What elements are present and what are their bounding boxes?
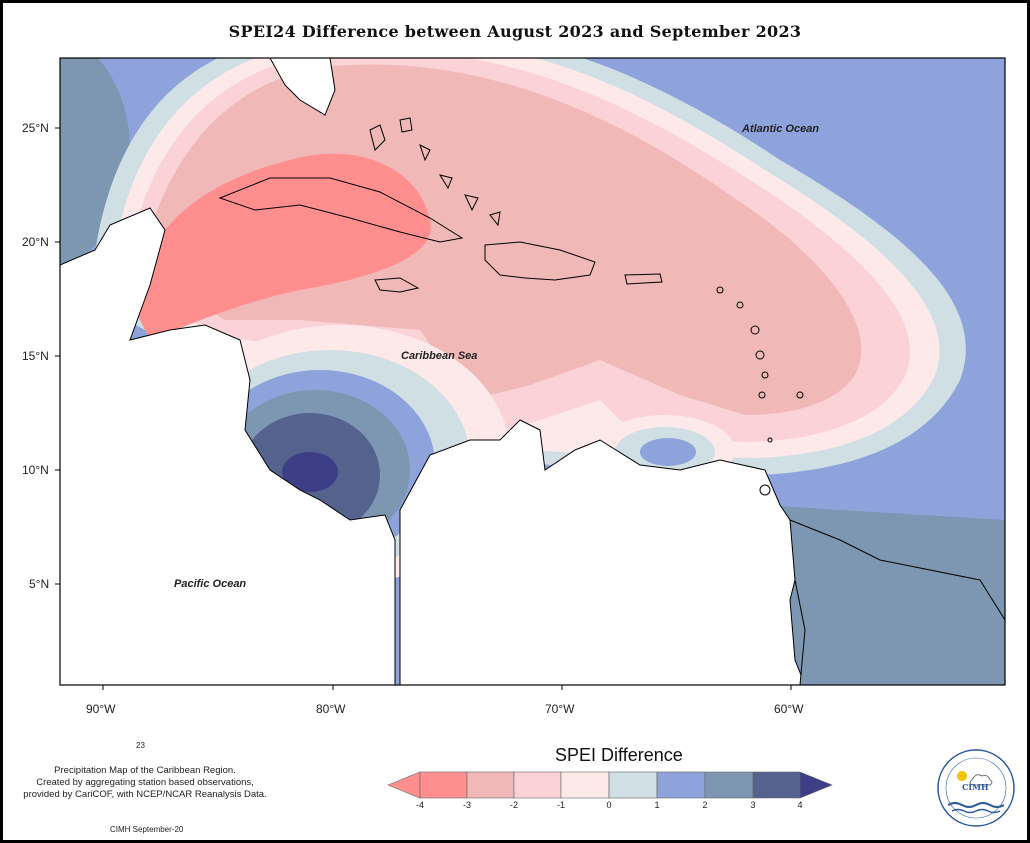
legend-swatch-7 [704,771,754,799]
lon-label-90: 90°W [86,702,116,716]
description-line-1: Precipitation Map of the Caribbean Regio… [54,765,236,776]
description-line-3: provided by CariCOF, with NCEP/NCAR Rean… [23,789,267,800]
legend-tick: -1 [556,800,566,810]
legend-swatch-9 [799,771,833,799]
cuba [218,177,464,243]
legend-swatch-4 [560,771,610,799]
map-title: SPEI24 Difference between August 2023 an… [228,22,802,41]
land [60,58,1005,685]
label-caribbean: Caribbean Sea [401,350,478,362]
cimh-logo [937,749,1015,827]
lat-label-15: 15°N [22,349,49,363]
legend-tick: -3 [462,800,472,810]
venezuela-core [640,438,696,466]
legend-tick: 0 [606,800,612,810]
south-america [399,419,806,685]
sw-core [282,452,338,492]
legend-tick: 3 [750,800,756,810]
cloud-icon [969,774,993,786]
description-line-2: Created by aggregating station based obs… [36,777,254,788]
lat-label-10: 10°N [22,463,49,477]
ring-medium [140,64,862,415]
label-pacific: Pacific Ocean [174,578,247,590]
bahamas [369,117,501,227]
legend-swatch-2 [466,771,515,799]
legend-tick: 4 [797,800,803,810]
lat-label-5: 5°N [29,577,50,591]
guianas [789,519,1005,685]
central-america [60,207,396,685]
lon-label-60: 60°W [774,702,804,716]
florida [269,58,336,116]
puerto-rico [624,273,663,285]
lat-label-25: 25°N [22,121,49,135]
lesser-antilles [716,286,804,496]
legend-tick: -4 [415,800,425,810]
legend-tick: -2 [509,800,519,810]
axis-ticks [55,127,792,690]
legend-swatch-3 [513,771,562,799]
footnote-number: 23 [136,741,145,750]
core-red [130,153,431,340]
legend-tick: 1 [654,800,660,810]
sun-icon [957,771,967,781]
jamaica [374,277,420,293]
credit: CIMH September-20 [110,825,184,834]
legend-swatch-1 [419,771,468,799]
map-border [59,57,1006,686]
logo-text: CIMH [962,782,989,792]
legend-title: SPEI Difference [555,745,683,765]
legend-swatch-5 [608,771,658,799]
legend-swatch-8 [752,771,801,799]
hispaniola [484,241,596,281]
label-atlantic: Atlantic Ocean [742,123,820,135]
legend-swatch-0 [387,771,421,799]
lon-label-70: 70°W [545,702,575,716]
wave-icon [947,802,1005,808]
lon-label-80: 80°W [316,702,346,716]
lat-label-20: 20°N [22,235,49,249]
legend-tick: 2 [702,800,708,810]
legend-swatch-6 [656,771,706,799]
legend-bar [387,771,833,799]
